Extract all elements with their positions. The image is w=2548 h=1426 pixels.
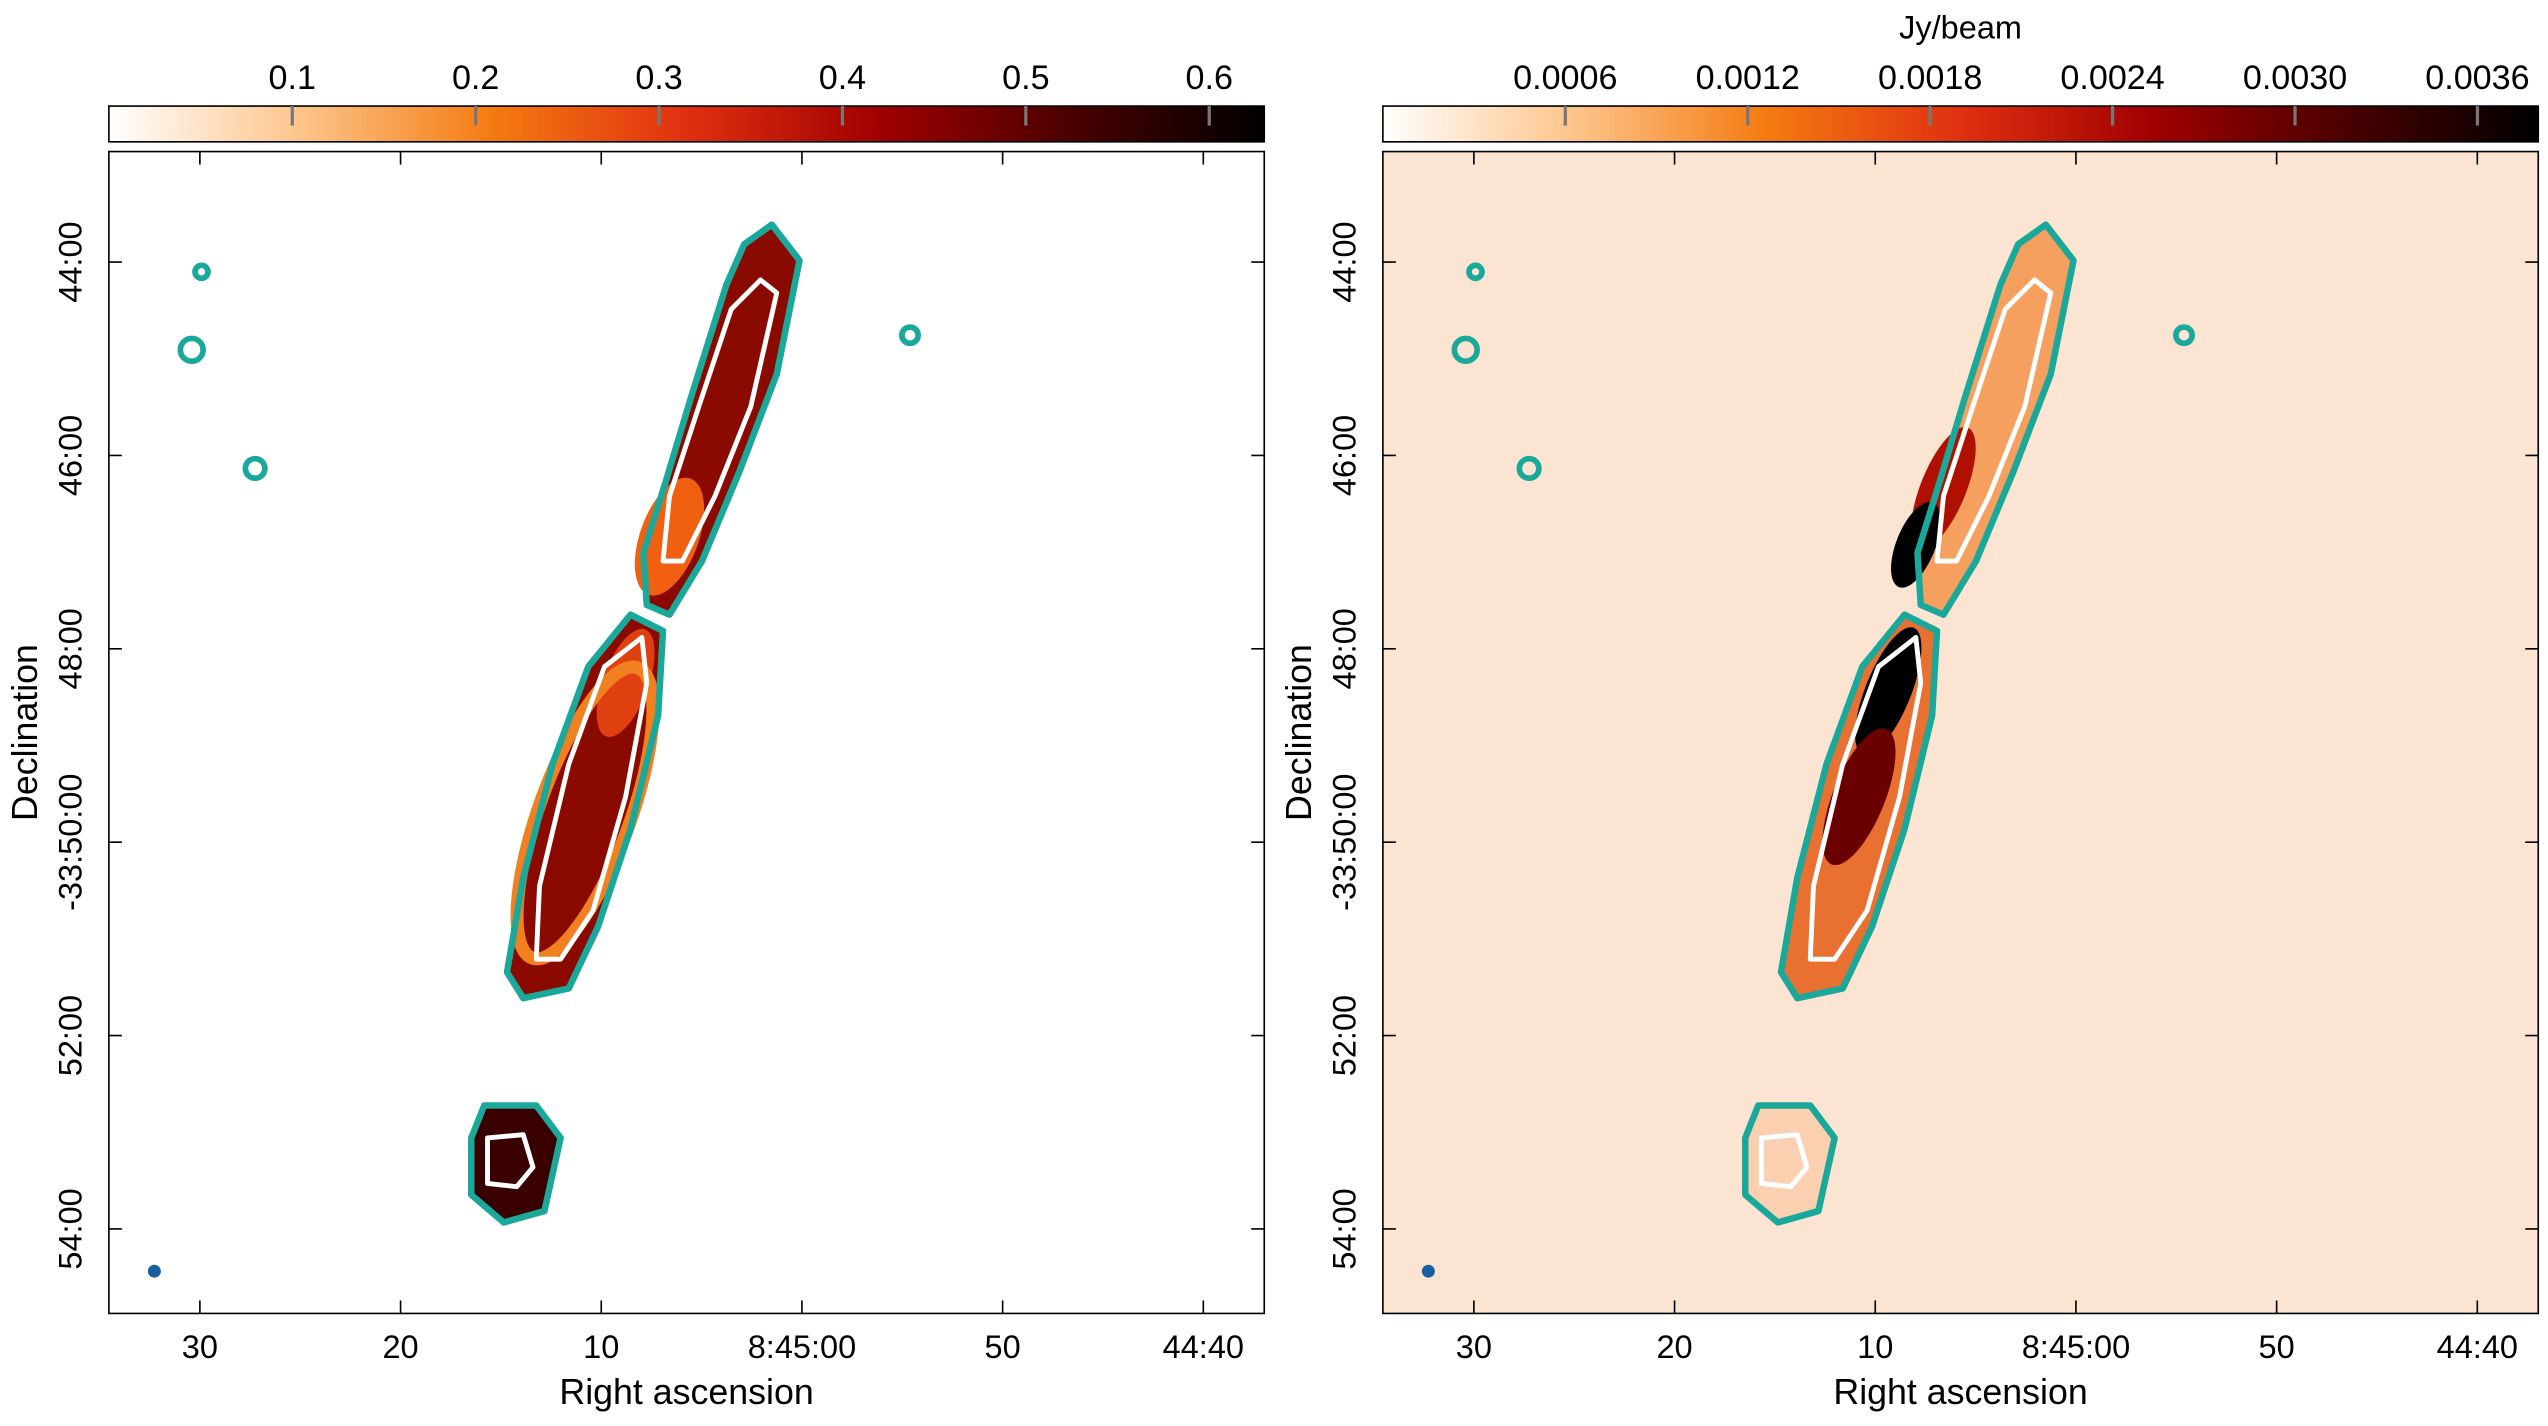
y-tick-label: 48:00 <box>1327 608 1363 689</box>
contour <box>899 324 921 347</box>
x-tick-label: 10 <box>583 1329 619 1365</box>
contour <box>1914 221 2077 618</box>
colorbar-tick-label: 0.1 <box>269 59 316 97</box>
contour <box>485 1132 536 1190</box>
colorbar-tick-label: 0.0036 <box>2425 59 2529 97</box>
colorbar-tick-label: 0.0012 <box>1696 59 1800 97</box>
radio-image <box>147 221 921 1278</box>
emission <box>1745 1105 1835 1223</box>
emission-core <box>1855 627 1922 755</box>
colorbar-tick-label: 0.5 <box>1002 59 1049 97</box>
contour <box>1934 277 2054 564</box>
emission <box>1917 224 2074 615</box>
contour <box>1742 1102 1838 1226</box>
contour <box>1516 455 1542 482</box>
contour <box>640 221 803 618</box>
x-tick-label: 50 <box>2259 1329 2295 1365</box>
x-tick-label: 44:40 <box>1163 1329 1244 1365</box>
colorbar-tick-label: 0.4 <box>819 59 866 97</box>
x-tick-label: 30 <box>182 1329 218 1365</box>
x-tick-label: 44:40 <box>2437 1329 2518 1365</box>
x-tick-label: 8:45:00 <box>2022 1329 2130 1365</box>
contour <box>242 455 268 482</box>
y-tick-label: 54:00 <box>1327 1188 1363 1269</box>
x-tick-label: 10 <box>1857 1329 1893 1365</box>
contour <box>1759 1132 1810 1190</box>
x-tick-label: 30 <box>1456 1329 1492 1365</box>
colorbar-tick-label: 0.6 <box>1186 59 1233 97</box>
y-tick-label: -33:50:00 <box>1327 774 1363 911</box>
x-axis-label: Right ascension <box>1833 1372 2087 1412</box>
colorbar-tick-label: 0.3 <box>635 59 682 97</box>
y-tick-label: 54:00 <box>53 1188 89 1269</box>
y-tick-label: 52:00 <box>1327 995 1363 1076</box>
y-axis-label: Declination <box>5 644 45 821</box>
y-tick-label: 44:00 <box>53 221 89 302</box>
x-tick-label: 20 <box>1656 1329 1692 1365</box>
y-tick-label: 46:00 <box>1327 415 1363 496</box>
colorbar <box>1382 105 2540 143</box>
contour <box>660 277 780 564</box>
colorbar-tick-label: 0.0006 <box>1513 59 1617 97</box>
y-tick-label: -33:50:00 <box>53 774 89 911</box>
y-tick-label: 48:00 <box>53 608 89 689</box>
axes-frame <box>108 150 1266 1315</box>
colorbar-tick-label: 0.0024 <box>2060 59 2164 97</box>
emission-core <box>596 628 655 737</box>
radio-image <box>1421 221 2195 1278</box>
x-axis-label: Right ascension <box>559 1372 813 1412</box>
axes-frame <box>1382 150 2540 1315</box>
contour <box>1777 611 1941 1002</box>
beam <box>147 1264 161 1278</box>
contour <box>468 1102 564 1226</box>
y-tick-label: 46:00 <box>53 415 89 496</box>
contour <box>503 611 667 1002</box>
contour <box>1466 262 1485 282</box>
x-tick-label: 20 <box>382 1329 418 1365</box>
colorbar-tick-label: 0.0018 <box>1878 59 1982 97</box>
emission <box>471 1105 561 1223</box>
panel: 30 20 10 8:45:00 50 44:40 44:00 46:00 48:00 -33:5… <box>1279 9 2540 1412</box>
emission-core <box>1822 728 1896 866</box>
contour <box>533 635 650 962</box>
colorbar-label: Jy/beam <box>1899 9 2022 45</box>
contour <box>1807 635 1924 962</box>
colorbar-tick-label: 0.0030 <box>2243 59 2347 97</box>
y-tick-label: 44:00 <box>1327 221 1363 302</box>
colorbar <box>108 105 1266 143</box>
y-axis-label: Declination <box>1279 644 1319 821</box>
y-tick-label: 52:00 <box>53 995 89 1076</box>
colorbar-tick-label: 0.2 <box>452 59 499 97</box>
x-tick-label: 50 <box>985 1329 1021 1365</box>
contour <box>177 335 206 365</box>
contour <box>1451 335 1480 365</box>
contour <box>2173 324 2195 347</box>
panel: 30 20 10 8:45:00 50 44:40 44:00 46:00 48:00 -33:5… <box>5 59 1266 1412</box>
image-background <box>1382 151 2539 1314</box>
x-tick-label: 8:45:00 <box>748 1329 856 1365</box>
beam <box>1421 1264 1435 1278</box>
emission-core <box>634 477 705 596</box>
image-background <box>108 151 1265 1314</box>
contour <box>192 262 211 282</box>
